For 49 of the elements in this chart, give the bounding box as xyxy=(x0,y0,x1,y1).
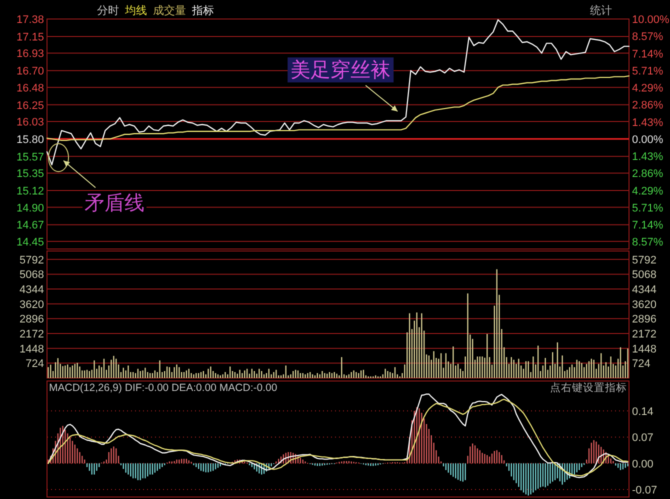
y-tick-label: 16.93 xyxy=(16,48,44,60)
text: 指标 xyxy=(191,5,214,17)
y-tick-label: 15.57 xyxy=(16,151,44,164)
y-tick-label: 17.38 xyxy=(16,14,44,26)
y-tick-label: 16.48 xyxy=(16,82,44,94)
annotation: 点右键设置指标 xyxy=(550,381,627,394)
y-tick-label: 0.07 xyxy=(632,432,654,444)
y2-tick-label: 2.86% xyxy=(632,168,664,180)
y2-tick-label: 0.00% xyxy=(632,134,664,146)
annotation: 矛盾线 xyxy=(84,192,144,215)
y-tick-label: 16.25 xyxy=(16,100,44,112)
y2-tick-label: 7.14% xyxy=(632,48,664,60)
y2-tick-label: 5.71% xyxy=(632,65,664,78)
y-tick-label: 14.67 xyxy=(16,220,44,232)
y-tick-label: 724 xyxy=(26,358,44,370)
y2-tick-label: 5.71% xyxy=(632,202,664,214)
y-tick-label: 15.12 xyxy=(16,186,44,198)
y2-tick-label: 8.57% xyxy=(632,236,664,249)
y-tick-label: 2172 xyxy=(20,328,44,341)
y-tick-label: 1448 xyxy=(20,343,44,356)
y2-tick-label: 4.29% xyxy=(632,82,664,94)
y-tick-label: 3620 xyxy=(20,298,44,311)
y-tick-label: 15.35 xyxy=(16,168,44,180)
y-tick-label: 5792 xyxy=(20,254,44,266)
y-tick-label: 14.90 xyxy=(16,202,44,214)
y-tick-label: -0.07 xyxy=(632,484,658,497)
y-tick-label: 0.14 xyxy=(632,406,654,418)
y2-tick-label: 1.43% xyxy=(632,116,664,129)
annotation: 美足穿丝袜 xyxy=(290,58,391,82)
y-tick-label: 0.00 xyxy=(632,458,654,470)
y-tick-label: 2896 xyxy=(20,314,44,326)
text: 均线 xyxy=(124,4,147,17)
y-tick-label: 17.15 xyxy=(16,31,44,44)
y2-tick-label: 10.00% xyxy=(632,14,670,26)
text: 成交量 xyxy=(153,4,186,17)
y-tick-label: 4344 xyxy=(20,284,44,296)
y-tick-label: 16.70 xyxy=(16,66,44,78)
y2-tick-label: 4.29% xyxy=(632,185,664,198)
y-tick-label: 16.03 xyxy=(16,116,44,128)
text: 统计 xyxy=(590,4,612,17)
y-tick-label: 5068 xyxy=(20,269,44,282)
chart-title: MACD(12,26,9) DIF:-0.00 DEA:0.00 MACD:-0.00 xyxy=(49,382,278,394)
y-tick-label: 14.45 xyxy=(16,236,44,248)
y2-tick-label: 2.86% xyxy=(632,100,664,112)
y2-tick-label: 7.14% xyxy=(632,220,664,232)
text: 分时 xyxy=(97,4,119,17)
y-tick-label: 15.80 xyxy=(16,134,44,146)
y2-tick-label: 1.43% xyxy=(632,151,664,164)
y2-tick-label: 8.57% xyxy=(632,31,664,44)
